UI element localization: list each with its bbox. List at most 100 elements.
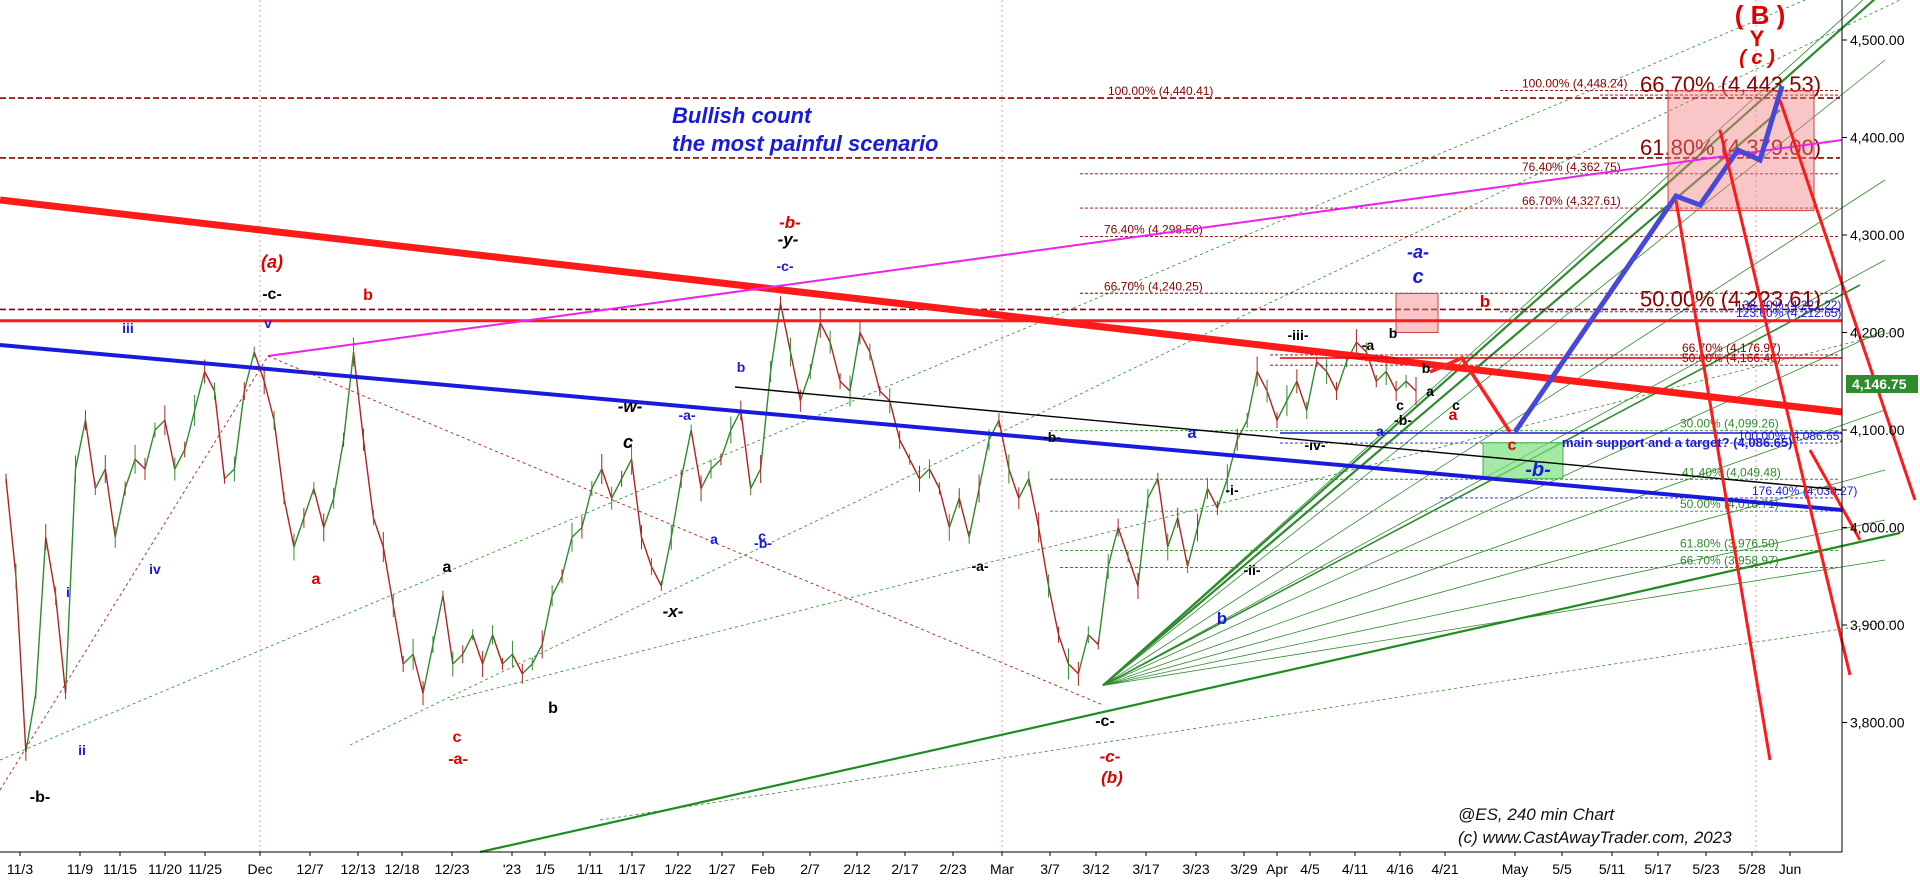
price-segment: [769, 303, 782, 372]
price-segment: [273, 420, 285, 499]
fib-level-label: 76.40% (4,362.75): [1522, 160, 1621, 174]
x-tick-label: Jun: [1779, 861, 1802, 877]
wave-label: a: [710, 531, 718, 547]
x-tick-label: 4/11: [1342, 861, 1368, 877]
price-segment: [1008, 468, 1020, 499]
price-segment: [879, 390, 891, 402]
price-segment: [531, 644, 543, 665]
y-tick-label: 4,000.00: [1850, 520, 1905, 536]
price-segment: [5, 478, 17, 577]
x-tick-label: '23: [503, 861, 521, 877]
wave-label: c: [1412, 266, 1423, 288]
wave-label: -b-: [30, 789, 50, 806]
price-segment: [521, 663, 533, 675]
price-segment: [1266, 390, 1278, 421]
fib-level-label: 66.70% (4,443.53): [1640, 72, 1821, 97]
wave-label: -c-: [1100, 747, 1121, 766]
price-segment: [1256, 371, 1268, 392]
fan-line: [1102, 469, 1886, 686]
price-segment: [928, 468, 941, 489]
wave-label: v: [264, 315, 272, 331]
price-segment: [1167, 517, 1179, 548]
red-downtrend-thick: [0, 196, 1843, 416]
wave-label: c: [1396, 397, 1404, 413]
price-segment: [263, 381, 275, 421]
price-segment: [45, 537, 57, 596]
fib-level-label: 66.70% (4,176.97): [1682, 341, 1781, 355]
price-segment: [660, 537, 672, 587]
fan-line: [1102, 519, 1886, 686]
x-tick-label: 4/5: [1300, 861, 1320, 877]
x-tick-label: Apr: [1266, 861, 1288, 877]
x-tick-label: May: [1502, 861, 1528, 877]
y-tick-label: 4,100.00: [1850, 422, 1905, 438]
wave-label: -c-: [1095, 713, 1115, 730]
fib-level-label: 123.60% (4,212.65): [1736, 306, 1841, 320]
wave-label: -b-: [1394, 412, 1412, 428]
price-segment: [332, 439, 345, 499]
wave-label: c: [1452, 397, 1460, 413]
price-segment: [611, 478, 623, 499]
price-segment: [1028, 478, 1040, 528]
x-tick-label: 5/23: [1692, 861, 1719, 877]
price-segment: [988, 419, 1000, 441]
price-segment: [958, 498, 970, 538]
price-segment: [94, 468, 106, 489]
price-segment: [938, 488, 950, 528]
price-segment: [1226, 439, 1238, 479]
red-dashed-diagonal: [267, 355, 1104, 706]
price-segment: [710, 458, 722, 470]
price-segment: [948, 498, 960, 528]
fib-level-label: 61.80% (3,976.50): [1680, 536, 1779, 550]
price-segment: [293, 517, 305, 548]
price-segment: [1117, 527, 1129, 557]
price-segment: [432, 595, 444, 645]
x-tick-label: 1/11: [577, 861, 603, 877]
fib-level-label: 50.00% (4,223.61): [1640, 286, 1821, 311]
price-segment: [839, 380, 851, 392]
x-tick-label: 2/23: [939, 861, 966, 877]
price-segment: [908, 458, 921, 480]
price-segment: [481, 634, 494, 665]
x-tick-label: 12/23: [434, 861, 469, 877]
chart-title: Bullish count: [672, 103, 813, 128]
dashed-channel: [349, 0, 1901, 746]
price-segment: [84, 420, 97, 489]
price-segment: [134, 458, 146, 470]
price-segment: [601, 468, 613, 499]
wave-label: i: [66, 584, 70, 600]
y-tick-label: 3,900.00: [1850, 617, 1905, 633]
wave-label: -i-: [1225, 482, 1239, 498]
price-segment: [323, 498, 335, 528]
price-segment: [452, 653, 464, 665]
wave-label: b: [737, 359, 746, 375]
last-price-badge: [1846, 375, 1918, 393]
fan-line: [1102, 329, 1886, 686]
wave-label: iii: [122, 320, 134, 336]
x-tick-label: 11/9: [67, 861, 93, 877]
fib-level-label: 76.40% (4,298.56): [1104, 222, 1203, 236]
price-segment: [670, 478, 682, 538]
price-segment: [174, 449, 186, 470]
wave-label: -y-: [778, 230, 799, 249]
price-segment: [1097, 566, 1109, 645]
x-tick-label: 11/25: [188, 861, 222, 877]
projection-blue: [1512, 85, 1785, 434]
wave-label: -a-: [448, 751, 468, 768]
projection-red-down: [1778, 99, 1917, 501]
x-tick-label: 4/16: [1386, 861, 1413, 877]
price-segment: [591, 468, 603, 489]
wave-label: Y: [1750, 26, 1765, 51]
fan-line: [1102, 0, 1864, 686]
price-segment: [740, 410, 752, 489]
projection-red-down: [1808, 449, 1862, 541]
wave-label: -a-: [678, 407, 695, 423]
fib-level-label: 100.00% (4,448.24): [1522, 76, 1627, 90]
wave-label: -a-: [1407, 242, 1429, 262]
price-segment: [35, 537, 47, 694]
price-segment: [1107, 527, 1119, 567]
price-segment: [1127, 556, 1139, 587]
fan-line: [1102, 559, 1886, 686]
